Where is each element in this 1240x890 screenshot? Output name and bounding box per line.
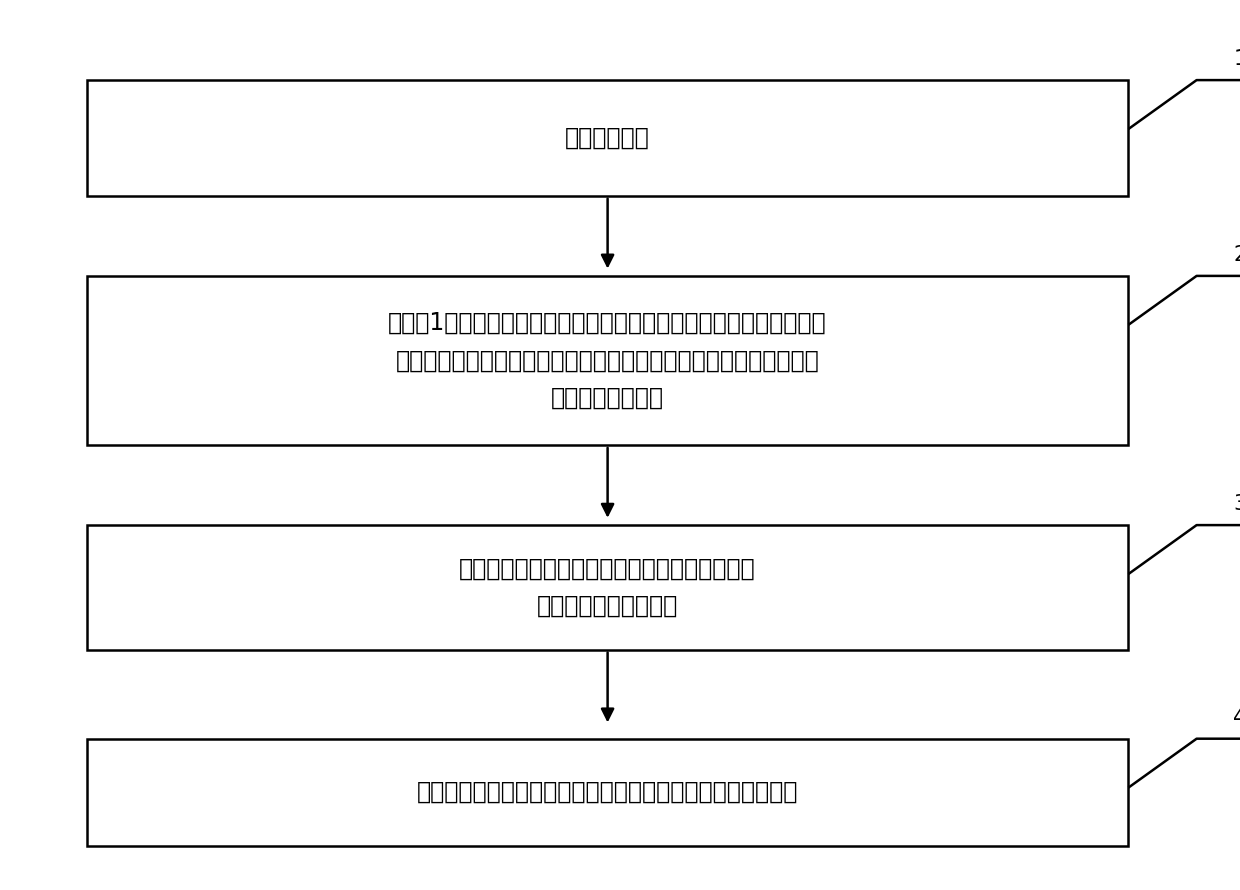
Text: 1: 1 xyxy=(1234,50,1240,69)
Text: 3: 3 xyxy=(1234,495,1240,514)
Bar xyxy=(87,276,1128,445)
Bar xyxy=(87,739,1128,845)
Text: 对步骤1中每组测量数据的压差信号进行处理得到压差信号的时频熵，
并根据每组测量数据的气液两相流的流型、时频熵、气液两相流的特
征参数构造流型图: 对步骤1中每组测量数据的压差信号进行处理得到压差信号的时频熵， 并根据每组测量数… xyxy=(388,312,827,409)
Text: 4: 4 xyxy=(1234,708,1240,728)
Bar xyxy=(87,525,1128,650)
Text: 获取待测的压差信号，并计算出待测的压差信号
在流型图中的坐标位置: 获取待测的压差信号，并计算出待测的压差信号 在流型图中的坐标位置 xyxy=(459,557,756,618)
Text: 根据待测的压差信号的坐标位置识别待测的气液两相流的流型: 根据待测的压差信号的坐标位置识别待测的气液两相流的流型 xyxy=(417,781,799,804)
Text: 获取测量数据: 获取测量数据 xyxy=(565,126,650,150)
Bar xyxy=(87,80,1128,196)
Text: 2: 2 xyxy=(1234,246,1240,265)
